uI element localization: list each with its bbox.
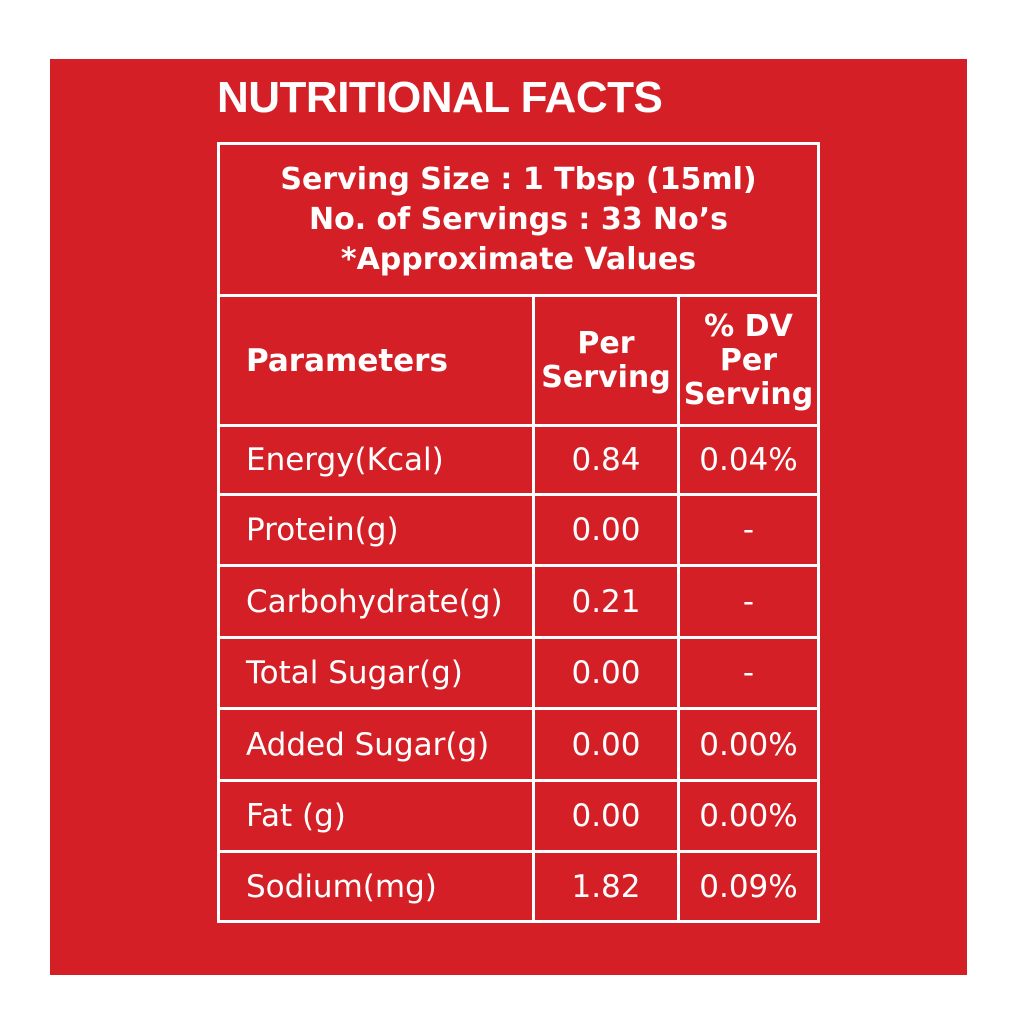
- row-parameter: Total Sugar(g): [246, 655, 463, 691]
- row-parameter: Energy(Kcal): [246, 442, 444, 478]
- row-dv: -: [742, 655, 755, 691]
- header-per-serving-line1: Per: [577, 325, 635, 361]
- header-per-serving-line2: Serving: [541, 359, 671, 395]
- row-parameter: Sodium(mg): [246, 868, 437, 905]
- servings-count: No. of Servings : 33 No’s: [309, 201, 728, 237]
- row-per-serving: 0.21: [571, 583, 641, 620]
- row-per-serving: 0.00: [571, 655, 641, 691]
- row-parameter: Carbohydrate(g): [246, 583, 503, 620]
- row-parameter: Protein(g): [246, 512, 399, 548]
- column-divider: [532, 294, 535, 920]
- page-title: NUTRITIONAL FACTS: [217, 73, 663, 122]
- row-per-serving: 1.82: [571, 868, 641, 905]
- label-panel: [50, 59, 967, 975]
- row-divider: [220, 636, 817, 639]
- row-divider: [220, 424, 817, 427]
- row-dv: 0.00%: [699, 726, 798, 763]
- row-dv: -: [742, 583, 755, 620]
- row-dv: -: [742, 512, 755, 548]
- row-parameter: Added Sugar(g): [246, 726, 490, 763]
- row-per-serving: 0.00: [571, 512, 641, 548]
- row-dv: 0.04%: [699, 442, 798, 478]
- row-divider: [220, 779, 817, 782]
- row-per-serving: 0.00: [571, 726, 641, 763]
- row-per-serving: 0.84: [571, 442, 641, 478]
- row-divider: [220, 850, 817, 853]
- approximate-note: *Approximate Values: [340, 241, 697, 277]
- header-dv-line2: Per: [719, 342, 778, 378]
- row-divider: [220, 564, 817, 567]
- row-dv: 0.00%: [699, 798, 798, 834]
- header-dv-line3: Serving: [683, 376, 814, 412]
- row-divider: [220, 493, 817, 496]
- row-dv: 0.09%: [699, 868, 798, 905]
- column-divider: [677, 294, 680, 920]
- header-parameters: Parameters: [246, 342, 448, 379]
- row-parameter: Fat (g): [246, 798, 346, 834]
- nutrition-table: Serving Size : 1 Tbsp (15ml) No. of Serv…: [217, 142, 820, 923]
- header-dv: % DV Per Serving: [680, 297, 817, 424]
- header-per-serving: Per Serving: [535, 297, 677, 424]
- serving-info: Serving Size : 1 Tbsp (15ml) No. of Serv…: [220, 145, 817, 297]
- row-per-serving: 0.00: [571, 798, 641, 834]
- serving-size: Serving Size : 1 Tbsp (15ml): [280, 161, 757, 197]
- header-dv-line1: % DV: [704, 308, 793, 344]
- row-divider: [220, 707, 817, 710]
